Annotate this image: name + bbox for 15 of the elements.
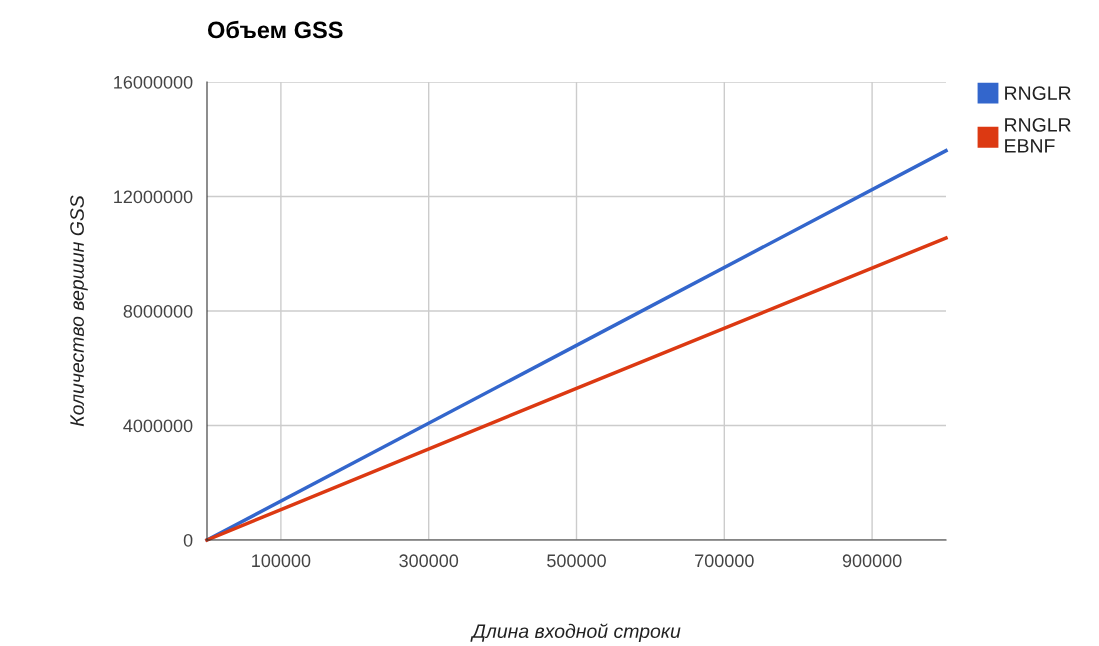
y-axis-title: Количество вершин GSS (70, 195, 88, 427)
y-tick-label: 4000000 (123, 419, 193, 433)
x-tick-label: 100000 (252, 554, 311, 568)
x-tick-label: 500000 (547, 554, 606, 568)
y-tick-label: 12000000 (114, 190, 193, 204)
legend-label: RNGLR (1005, 86, 1071, 101)
y-tick-label: 16000000 (114, 75, 193, 89)
y-tick-label: 0 (183, 533, 193, 547)
y-tick-label: 8000000 (123, 304, 193, 318)
legend-label: RNGLR EBNF (1005, 118, 1071, 153)
x-tick-label: 900000 (842, 554, 902, 568)
x-tick-label: 300000 (399, 554, 459, 568)
chart-title: Объем GSS (207, 20, 343, 39)
x-axis-title: Длина входной строки (470, 623, 681, 642)
x-tick-label: 700000 (695, 554, 754, 568)
